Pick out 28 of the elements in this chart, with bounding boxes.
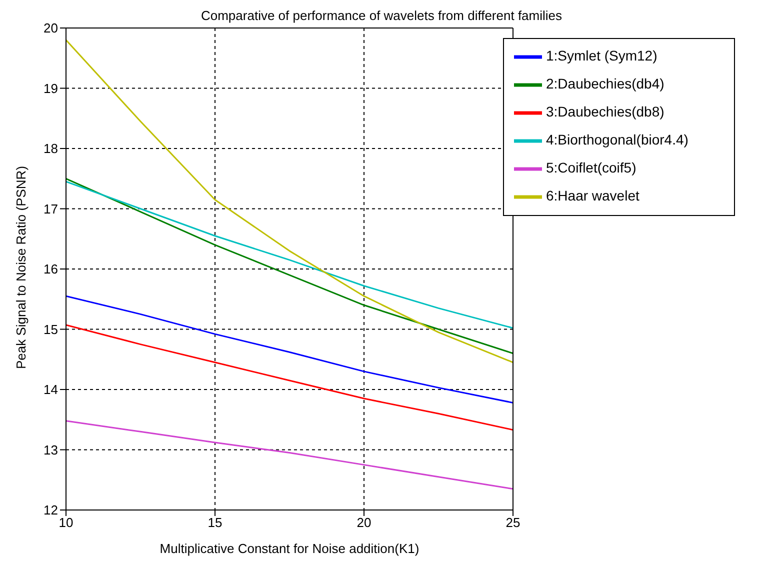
legend-label: 3:Daubechies(db8) — [546, 104, 664, 120]
legend-label: 5:Coiflet(coif5) — [546, 160, 636, 176]
y-tick-label: 17 — [44, 201, 58, 216]
y-tick-label: 20 — [44, 20, 58, 36]
legend-label: 4:Biorthogonal(bior4.4) — [546, 132, 688, 148]
line-series — [66, 295, 513, 404]
line-series — [66, 178, 513, 354]
line-series — [66, 420, 513, 490]
y-tick-label: 19 — [44, 80, 58, 96]
y-tick-label: 12 — [44, 502, 58, 518]
y-axis-title: Peak Signal to Noise Ratio (PSNR) — [14, 166, 29, 369]
y-tick-label: 16 — [44, 262, 58, 277]
legend-label: 1:Symlet (Sym12) — [546, 48, 658, 64]
legend-label: 2:Daubechies(db4) — [546, 76, 664, 92]
x-tick-label: 25 — [506, 515, 520, 530]
line-series — [66, 324, 513, 431]
line-series — [66, 180, 513, 329]
x-tick-label: 15 — [208, 515, 222, 530]
legend-label: 6:Haar wavelet — [546, 188, 640, 204]
chart-title: Comparative of performance of wavelets from different families — [200, 8, 562, 23]
x-tick-label: 10 — [58, 515, 74, 530]
line-series — [66, 39, 513, 364]
y-tick-label: 15 — [44, 322, 58, 337]
y-tick-label: 13 — [44, 442, 58, 458]
x-tick-label: 20 — [356, 515, 372, 530]
x-axis-title: Multiplicative Constant for Noise addition(K1) — [160, 541, 420, 556]
y-tick-label: 18 — [44, 141, 58, 156]
y-tick-label: 14 — [44, 382, 58, 398]
